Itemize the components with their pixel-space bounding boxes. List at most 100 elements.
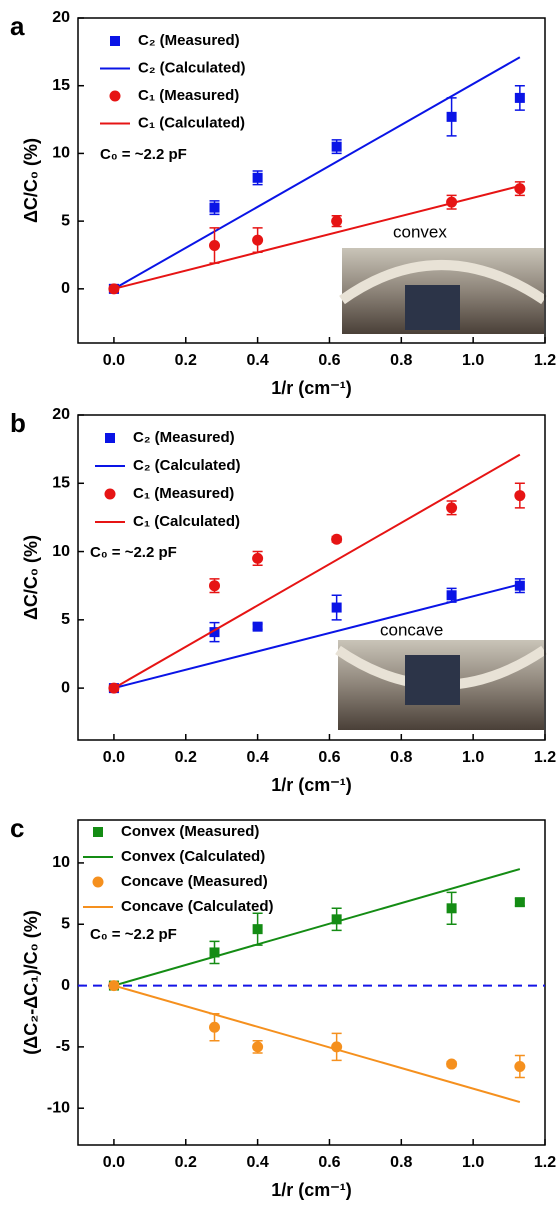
y-axis-title: (ΔC₂-ΔC₁)/C₀ (%) [21,910,41,1054]
x-tick-label: 0.6 [318,1154,340,1171]
marker [331,602,342,613]
inset-photo [335,640,547,730]
x-tick-label: 0.0 [103,1154,125,1171]
y-tick-label: 15 [52,77,70,94]
x-tick-label: 0.4 [246,749,268,766]
fit-line [113,453,521,689]
plot-frame [77,819,546,1146]
marker [446,1058,458,1070]
y-tick-label: -5 [56,1038,70,1055]
x-tick-label: 1.0 [462,1154,484,1171]
inset-photo [339,248,547,334]
x-axis-title: 1/r (cm⁻¹) [271,775,352,795]
x-tick-label: 1.0 [462,749,484,766]
y-tick-label: 10 [52,854,70,871]
legend-label: C₁ (Calculated) [133,513,240,530]
legend-label: C₁ (Measured) [138,87,239,104]
legend-label: C₂ (Measured) [133,429,235,446]
y-tick-label: 20 [52,9,70,26]
marker [252,621,263,632]
annotation: C₀ = ~2.2 pF [90,544,177,561]
y-axis-title: ΔC/C₀ (%) [21,535,41,620]
fit-line [113,184,521,290]
fit-line [113,868,521,987]
y-tick-label: 0 [61,280,70,297]
legend-marker [92,876,104,888]
x-tick-label: 0.8 [390,352,412,369]
legend-marker [110,36,120,46]
marker [209,627,220,638]
legend-label: C₁ (Calculated) [138,114,245,131]
inset-label: concave [380,620,443,639]
x-tick-label: 1.2 [534,1154,556,1171]
marker [209,1021,221,1033]
y-tick-label: 0 [61,977,70,994]
legend-label: C₂ (Calculated) [133,457,241,474]
marker [514,92,525,103]
marker [331,914,342,925]
x-tick-label: 0.6 [318,352,340,369]
legend-marker [105,433,115,443]
y-tick-label: -10 [47,1099,70,1116]
marker [252,1041,264,1053]
x-tick-label: 1.2 [534,352,556,369]
y-tick-label: 15 [52,474,70,491]
y-tick-label: 5 [61,611,70,628]
panel-label: c [10,813,24,843]
x-tick-label: 0.2 [175,1154,197,1171]
annotation: C₀ = ~2.2 pF [100,146,187,163]
y-tick-label: 5 [61,212,70,229]
marker [514,183,526,195]
fit-line [113,984,521,1104]
x-tick-label: 1.0 [462,352,484,369]
x-tick-label: 0.6 [318,749,340,766]
y-tick-label: 20 [52,406,70,423]
legend-label: Convex (Measured) [121,823,259,840]
y-axis-title: ΔC/C₀ (%) [21,138,41,223]
marker [514,1061,526,1073]
x-tick-label: 0.0 [103,749,125,766]
x-axis-title: 1/r (cm⁻¹) [271,378,352,398]
y-tick-label: 10 [52,543,70,560]
marker [514,490,526,502]
y-tick-label: 5 [61,915,70,932]
marker [331,533,343,545]
marker [446,903,457,914]
marker [209,947,220,958]
y-tick-label: 0 [61,679,70,696]
marker [514,897,525,908]
plot-frame [77,414,546,741]
inset-label: convex [393,222,447,241]
legend-label: C₁ (Measured) [133,485,234,502]
plot-frame [77,17,546,344]
panel-label: b [10,408,26,438]
y-tick-label: 10 [52,145,70,162]
marker [446,590,457,601]
x-tick-label: 0.4 [246,1154,268,1171]
fit-line [113,583,521,690]
x-tick-label: 1.2 [534,749,556,766]
legend-label: Concave (Measured) [121,873,268,890]
x-tick-label: 0.0 [103,352,125,369]
x-tick-label: 0.2 [175,352,197,369]
marker [252,172,263,183]
fit-line [113,56,521,290]
marker [252,234,264,246]
legend-label: C₂ (Measured) [138,32,240,49]
marker [252,924,263,935]
marker [209,240,221,251]
legend-label: C₂ (Calculated) [138,59,246,76]
legend-marker [109,90,121,102]
marker [209,202,220,213]
panel-label: a [10,11,25,41]
marker [209,580,221,592]
marker [331,141,342,152]
x-tick-label: 0.2 [175,749,197,766]
marker [446,502,458,514]
annotation: C₀ = ~2.2 pF [90,926,177,943]
x-tick-label: 0.4 [246,352,268,369]
legend-label: Concave (Calculated) [121,898,274,915]
x-axis-title: 1/r (cm⁻¹) [271,1180,352,1200]
legend-label: Convex (Calculated) [121,848,265,865]
